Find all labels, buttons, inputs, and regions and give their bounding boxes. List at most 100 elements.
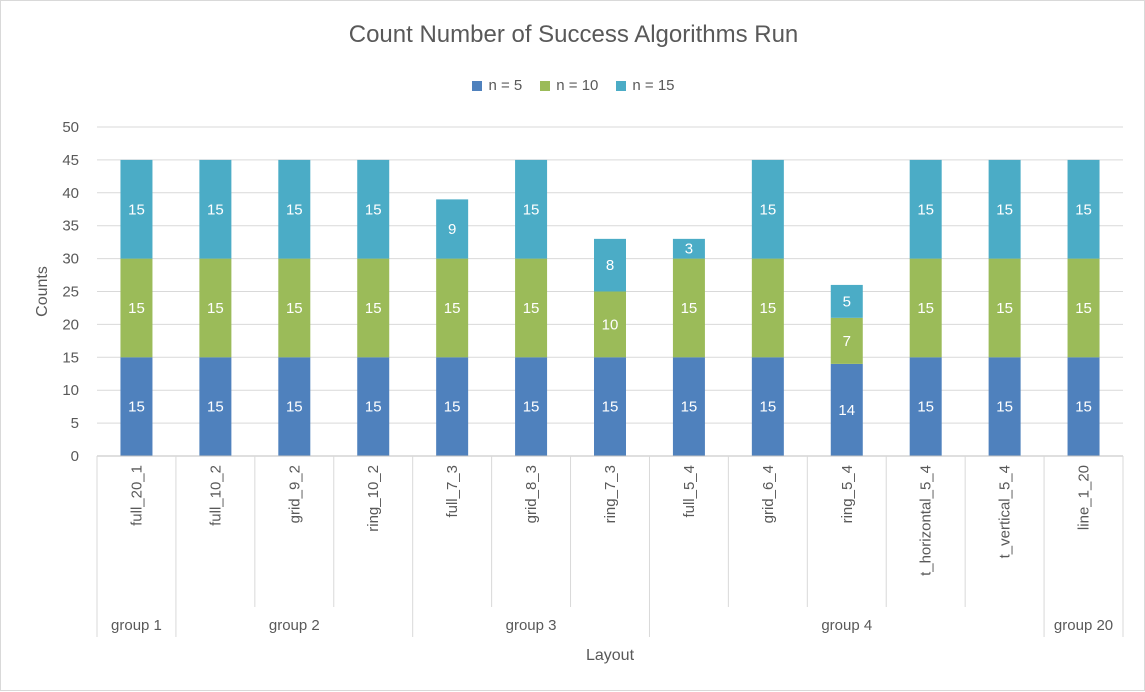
data-label: 15	[286, 399, 303, 416]
y-tick-label: 40	[62, 185, 79, 202]
legend: n = 5 n = 10 n = 15	[1, 77, 1145, 94]
y-tick-label: 15	[62, 349, 79, 366]
bar-segment	[120, 159, 153, 259]
x-tick-label: full_10_2	[207, 465, 224, 526]
legend-swatch-n10	[540, 80, 551, 91]
bar-segment	[199, 357, 232, 456]
data-label: 15	[760, 399, 777, 416]
x-tick-label: grid_6_4	[760, 465, 777, 523]
x-tick-label: ring_7_3	[602, 465, 619, 523]
y-axis-title: Counts	[34, 266, 51, 317]
bar-segment	[1067, 258, 1100, 358]
bar-segment	[436, 258, 469, 358]
data-label: 15	[917, 399, 934, 416]
bar-segment	[594, 291, 626, 358]
data-label: 15	[286, 201, 303, 218]
data-label: 15	[207, 300, 224, 317]
y-tick-label: 30	[62, 251, 79, 268]
bar-segment	[672, 357, 705, 456]
bar-segment	[988, 159, 1021, 259]
data-label: 15	[760, 201, 777, 218]
y-tick-label: 25	[62, 284, 79, 301]
data-label: 15	[523, 399, 540, 416]
bar-segment	[751, 159, 784, 259]
x-tick-label: ring_5_4	[839, 465, 856, 523]
bar-segment	[199, 258, 232, 358]
bar-segment	[357, 159, 390, 259]
group-label: group 2	[269, 617, 320, 634]
data-label: 15	[128, 399, 145, 416]
data-label: 15	[681, 399, 698, 416]
data-label: 15	[996, 399, 1013, 416]
bar-segment	[436, 199, 469, 259]
bar-segment	[278, 258, 311, 358]
data-label: 15	[917, 201, 934, 218]
data-label: 10	[602, 316, 619, 333]
legend-item-n10: n = 10	[540, 77, 598, 94]
data-label: 15	[523, 201, 540, 218]
bar-segment	[909, 357, 942, 456]
data-label: 15	[286, 300, 303, 317]
data-label: 15	[1075, 201, 1092, 218]
y-tick-label: 10	[62, 382, 79, 399]
group-label: group 1	[111, 617, 162, 634]
bar-segment	[1067, 159, 1100, 259]
data-label: 15	[996, 201, 1013, 218]
bar-segment	[751, 258, 784, 358]
bar-segment	[672, 258, 705, 358]
bar-segment	[830, 363, 863, 456]
data-label: 9	[448, 221, 456, 238]
data-label: 15	[681, 300, 698, 317]
x-tick-label: ring_10_2	[365, 465, 382, 532]
data-label: 14	[838, 402, 855, 419]
data-label: 15	[444, 300, 461, 317]
legend-item-n5: n = 5	[472, 77, 522, 94]
data-label: 15	[207, 201, 224, 218]
data-label: 7	[843, 333, 851, 350]
x-tick-label: grid_9_2	[286, 465, 303, 523]
data-label: 15	[207, 399, 224, 416]
bar-segment	[515, 159, 548, 259]
bar-segment	[751, 357, 784, 456]
bar-segment	[357, 357, 390, 456]
x-axis-title: Layout	[586, 647, 635, 664]
data-label: 15	[1075, 399, 1092, 416]
data-label: 15	[1075, 300, 1092, 317]
data-label: 8	[606, 257, 614, 274]
x-tick-label: full_7_3	[444, 465, 461, 518]
bar-segment	[830, 284, 863, 318]
y-tick-label: 50	[62, 119, 79, 136]
legend-swatch-n5	[472, 80, 483, 91]
x-tick-label: t_horizontal_5_4	[918, 465, 935, 576]
bar-segment	[436, 357, 469, 456]
data-label: 15	[365, 300, 382, 317]
bar-segment	[515, 258, 548, 358]
legend-label-n15: n = 15	[632, 77, 675, 94]
y-tick-label: 0	[71, 448, 79, 465]
data-label: 15	[602, 399, 619, 416]
data-label: 15	[996, 300, 1013, 317]
data-label: 15	[128, 300, 145, 317]
data-label: 15	[365, 399, 382, 416]
bar-segment	[120, 258, 153, 358]
bar-segment	[909, 258, 942, 358]
bar-segment	[120, 357, 153, 456]
data-label: 3	[685, 241, 693, 258]
x-tick-label: full_5_4	[681, 465, 698, 518]
group-label: group 20	[1054, 617, 1113, 634]
data-label: 15	[917, 300, 934, 317]
y-tick-label: 5	[71, 415, 79, 432]
y-tick-label: 35	[62, 218, 79, 235]
x-tick-label: line_1_20	[1076, 465, 1093, 530]
x-tick-label: grid_8_3	[523, 465, 540, 523]
bar-segment	[594, 357, 626, 456]
bar-segment	[594, 238, 626, 292]
data-label: 15	[128, 201, 145, 218]
legend-swatch-n15	[616, 80, 627, 91]
bar-segment	[988, 357, 1021, 456]
data-label: 15	[760, 300, 777, 317]
x-tick-label: full_20_1	[128, 465, 145, 526]
bar-segment	[515, 357, 548, 456]
